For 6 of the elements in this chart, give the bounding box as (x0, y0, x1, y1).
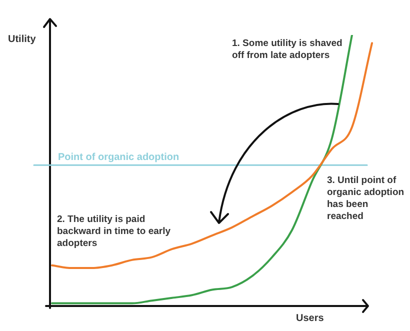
annotation: 2. The utility is paid backward in time to early adopters (57, 214, 172, 250)
annotation: 1. Some utility is shaved off from late adopters (232, 38, 344, 62)
x-axis-title: Users (296, 313, 324, 324)
annotation: 3. Until point of organic adoption has been reached (327, 175, 406, 223)
y-axis-title: Utility (8, 34, 36, 45)
ref-line-label: Point of organic adoption (58, 152, 180, 163)
